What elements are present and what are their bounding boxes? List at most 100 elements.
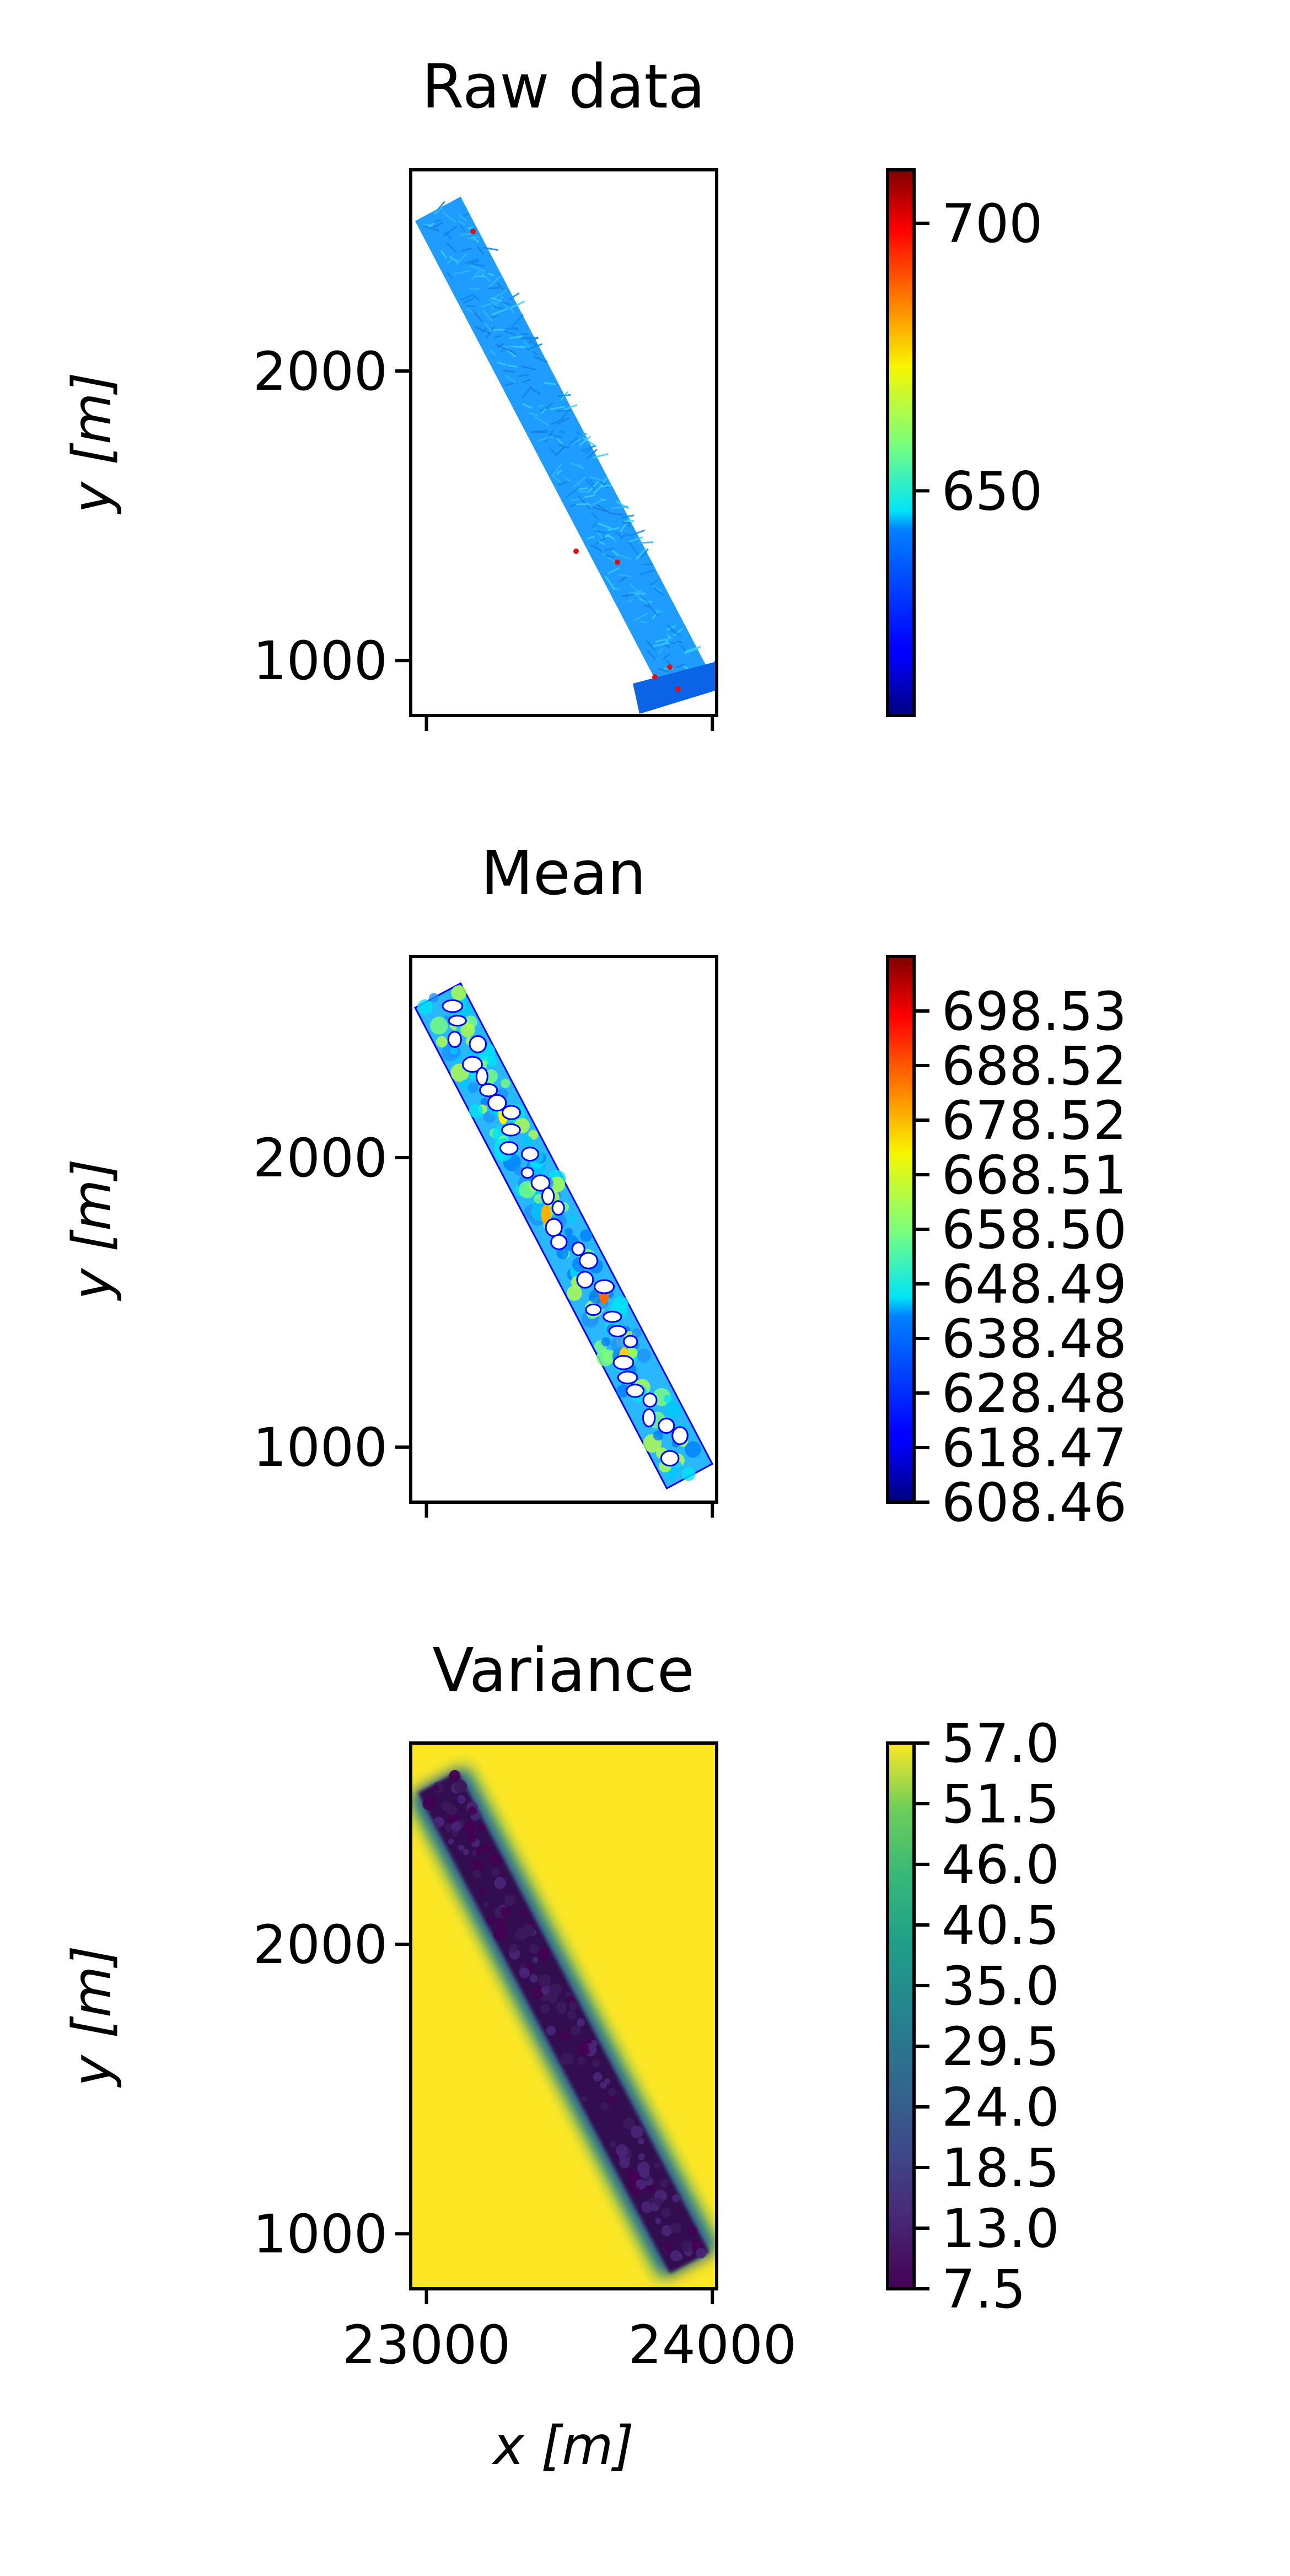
- axes-frame: [409, 1741, 718, 2290]
- survey-line: [519, 374, 530, 377]
- mean-blob: [664, 1401, 682, 1418]
- survey-line: [662, 653, 671, 660]
- survey-line: [630, 529, 646, 536]
- variance-speck: [628, 2180, 637, 2189]
- survey-line: [496, 282, 504, 291]
- survey-line: [589, 476, 603, 482]
- survey-line: [585, 447, 593, 454]
- mean-blob: [480, 1098, 489, 1106]
- survey-line: [653, 587, 665, 596]
- variance-speck: [577, 2057, 585, 2066]
- survey-line: [605, 554, 614, 558]
- colorbar-tick-label: 57.0: [942, 1713, 1060, 1774]
- variance-speck: [538, 1974, 551, 1987]
- survey-line: [509, 335, 523, 339]
- variance-speck: [615, 2144, 628, 2157]
- variance-speck: [571, 2025, 582, 2036]
- variance-low-strip: [418, 1771, 710, 2273]
- survey-line: [647, 649, 656, 660]
- variance-speck: [609, 2140, 616, 2148]
- variance-speck: [592, 2059, 600, 2068]
- mean-hole: [585, 1303, 602, 1316]
- survey-line: [487, 272, 495, 277]
- survey-line: [463, 213, 470, 217]
- survey-line: [557, 481, 567, 486]
- variance-speck: [619, 2157, 630, 2169]
- survey-line: [586, 449, 598, 460]
- mean-hole: [501, 1123, 521, 1137]
- variance-speck: [626, 2168, 634, 2176]
- colorbar-tick-label: 13.0: [942, 2198, 1060, 2260]
- survey-line: [560, 408, 571, 421]
- panel-title: Raw data: [422, 51, 705, 122]
- survey-line: [556, 438, 563, 445]
- survey-line: [497, 342, 504, 348]
- survey-line: [526, 343, 543, 351]
- survey-line: [626, 533, 633, 537]
- survey-line: [684, 646, 701, 653]
- survey-line: [592, 453, 609, 459]
- survey-line: [627, 598, 634, 604]
- variance-speck: [568, 2001, 578, 2010]
- survey-line: [550, 448, 558, 456]
- colorbar-tick-label: 688.52: [942, 1035, 1127, 1097]
- variance-speck: [529, 1974, 538, 1983]
- survey-line: [670, 641, 676, 644]
- survey-line: [568, 436, 579, 447]
- survey-line: [565, 487, 579, 499]
- survey-line: [578, 496, 591, 510]
- survey-line: [634, 592, 648, 604]
- mean-hole: [551, 1200, 565, 1216]
- survey-line: [544, 430, 554, 443]
- variance-speck: [546, 1992, 558, 2004]
- survey-line: [432, 219, 442, 223]
- mean-blob: [653, 1430, 664, 1441]
- colorbar-tick-label: 638.48: [942, 1308, 1127, 1370]
- survey-line: [464, 259, 479, 264]
- heatmap-field: [411, 1743, 717, 2289]
- mean-hole: [623, 1335, 638, 1348]
- survey-line: [558, 431, 565, 433]
- colorbar-frame: [886, 168, 916, 717]
- survey-line: [581, 445, 596, 452]
- survey-line: [608, 567, 620, 574]
- variance-speck: [675, 2252, 683, 2261]
- mean-blob: [565, 1228, 573, 1236]
- survey-line: [493, 305, 503, 310]
- survey-line: [652, 611, 659, 620]
- mean-blob: [549, 1176, 565, 1192]
- survey-line: [596, 522, 612, 529]
- survey-line: [476, 245, 484, 255]
- variance-speck: [635, 2179, 646, 2190]
- mean-hole: [626, 1384, 645, 1398]
- y-axis-label-text: y [m]: [61, 1159, 123, 1302]
- variance-speck: [659, 2179, 669, 2188]
- survey-line: [579, 435, 591, 447]
- survey-line: [684, 647, 699, 654]
- raw-high-point: [470, 229, 476, 234]
- variance-speck: [546, 2025, 556, 2036]
- survey-line: [582, 437, 597, 448]
- survey-line: [600, 480, 609, 489]
- survey-line: [540, 402, 553, 413]
- mean-blob: [685, 1441, 701, 1458]
- colorbar-gradient: [888, 170, 914, 716]
- mean-hole: [578, 1252, 599, 1270]
- survey-line: [446, 272, 453, 279]
- survey-line: [610, 512, 624, 516]
- variance-speck: [472, 1859, 484, 1871]
- survey-line: [472, 310, 483, 323]
- survey-line: [463, 298, 474, 304]
- variance-speck: [466, 1832, 477, 1843]
- mean-blob: [567, 1286, 582, 1301]
- mean-hole: [642, 1408, 656, 1428]
- survey-line: [655, 609, 664, 613]
- variance-speck: [444, 1822, 454, 1832]
- survey-line: [482, 246, 498, 251]
- raw-high-point: [615, 560, 620, 565]
- mean-blob: [663, 1394, 673, 1403]
- mean-hole: [448, 1015, 467, 1027]
- y-tick-label: 1000: [253, 630, 388, 692]
- survey-line: [437, 201, 445, 211]
- raw-high-point: [652, 674, 658, 680]
